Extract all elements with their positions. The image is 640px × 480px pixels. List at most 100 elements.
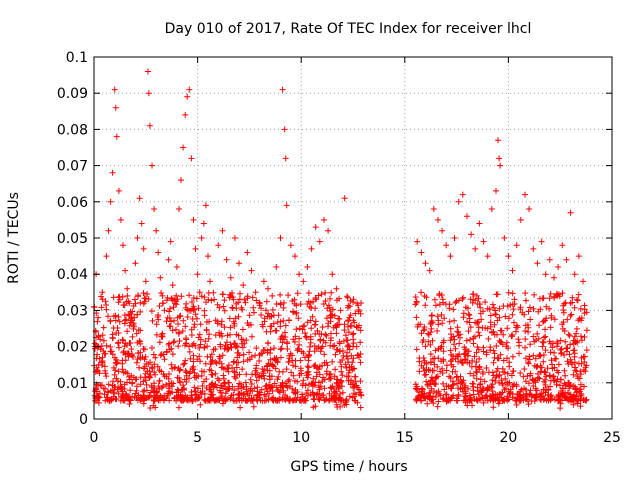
band-point: [518, 386, 525, 393]
band-point: [102, 370, 109, 377]
band-point: [322, 289, 329, 296]
band-point: [466, 360, 473, 366]
band-point: [244, 357, 251, 363]
band-point: [559, 385, 566, 392]
band-point: [163, 381, 169, 388]
band-point: [479, 385, 486, 392]
band-point: [242, 397, 249, 404]
band-point: [487, 397, 494, 403]
band-point: [500, 369, 507, 375]
band-point: [256, 358, 263, 364]
band-point: [147, 359, 154, 366]
x-axis-label: GPS time / hours: [290, 459, 407, 475]
band-point: [201, 294, 208, 301]
band-point: [168, 361, 175, 368]
band-point: [331, 342, 338, 349]
band-point: [495, 400, 502, 407]
band-point: [223, 339, 230, 346]
band-point: [577, 371, 584, 378]
band-point: [531, 398, 538, 404]
band-point: [227, 394, 234, 401]
band-point: [548, 312, 555, 319]
band-point: [452, 345, 459, 352]
band-point: [427, 341, 434, 348]
band-point: [197, 401, 204, 408]
band-point: [95, 361, 102, 368]
band-point: [222, 383, 229, 390]
band-point: [241, 340, 248, 347]
band-point: [417, 393, 424, 400]
data-point: [157, 274, 164, 281]
band-point: [541, 378, 547, 385]
band-point: [203, 376, 210, 383]
band-point: [425, 338, 432, 345]
band-point: [186, 292, 193, 299]
band-point: [214, 301, 221, 308]
band-point: [122, 340, 129, 347]
data-point: [219, 227, 226, 234]
x-tick-label: 25: [603, 430, 621, 446]
band-point: [191, 321, 198, 328]
band-point: [562, 394, 568, 401]
band-point: [329, 358, 336, 365]
band-point: [189, 299, 195, 305]
data-point: [277, 235, 284, 241]
data-point: [287, 242, 294, 249]
band-point: [156, 303, 163, 309]
band-point: [299, 380, 306, 387]
band-point: [129, 352, 135, 359]
band-point: [195, 373, 202, 380]
band-point: [304, 363, 311, 370]
data-point: [180, 144, 187, 151]
band-point: [302, 330, 308, 337]
band-point: [535, 374, 542, 381]
band-point: [303, 372, 310, 379]
data-point: [567, 209, 574, 216]
band-point: [208, 388, 215, 395]
band-point: [120, 302, 127, 308]
band-point: [336, 340, 343, 347]
tick-labels: 0 0.01 0.02 0.03 0.04 0.05 0.06 0.07 0.08 0.09 0.1…: [57, 50, 621, 446]
band-point: [354, 324, 361, 331]
band-point: [338, 378, 345, 385]
band-point: [216, 304, 223, 311]
band-point: [235, 313, 242, 320]
data-point: [571, 271, 578, 278]
band-point: [158, 290, 165, 296]
band-point: [305, 290, 312, 296]
band-point: [535, 308, 542, 315]
band-point: [271, 380, 278, 387]
band-point: [356, 389, 363, 396]
band-point: [121, 343, 128, 350]
band-point: [111, 371, 118, 378]
band-point: [274, 319, 281, 326]
band-point: [182, 357, 189, 364]
band-point: [267, 328, 274, 335]
band-point: [447, 358, 454, 365]
data-point: [451, 235, 458, 241]
data-point: [464, 213, 470, 220]
band-point: [100, 348, 107, 354]
band-point: [476, 355, 483, 362]
band-point: [270, 320, 277, 327]
band-point: [177, 379, 184, 386]
band-point: [251, 309, 257, 316]
band-point: [476, 364, 483, 371]
band-point: [203, 299, 209, 306]
band-point: [449, 394, 455, 401]
band-point: [529, 377, 536, 384]
band-point: [332, 366, 339, 373]
band-point: [480, 348, 487, 355]
x-tick-label: 10: [292, 430, 310, 446]
band-point: [289, 298, 296, 304]
band-point: [94, 351, 101, 358]
band-point: [142, 377, 149, 384]
band-point: [102, 397, 109, 404]
band-point: [167, 305, 173, 312]
band-point: [237, 290, 243, 297]
band-point: [120, 349, 127, 356]
band-point: [184, 314, 191, 320]
band-point: [505, 388, 512, 395]
band-point: [549, 361, 555, 368]
band-point: [180, 361, 187, 368]
